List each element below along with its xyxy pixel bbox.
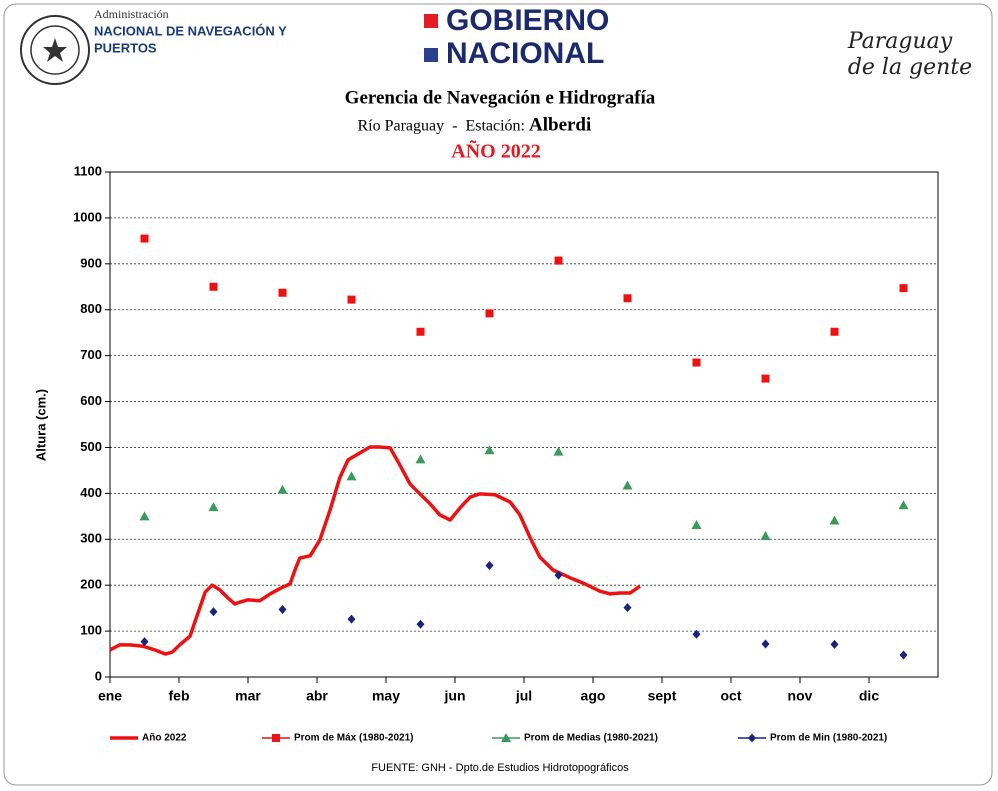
logo (20, 15, 90, 85)
chart-title: Gerencia de Navegación e Hidrografía (345, 87, 656, 108)
admin-text: PUERTOS (94, 40, 157, 55)
y-tick-label: 600 (80, 393, 102, 408)
marker (208, 502, 219, 512)
y-tick-label: 900 (80, 255, 102, 270)
y-tick-label: 700 (80, 347, 102, 362)
marker (209, 607, 218, 617)
marker (278, 605, 287, 615)
x-tick-label: jun (444, 688, 466, 704)
y-tick-label: 200 (80, 577, 102, 592)
y-tick-label: 0 (95, 668, 102, 683)
marker (760, 531, 771, 541)
marker (485, 560, 494, 570)
x-tick-label: abr (306, 688, 328, 704)
data-line (109, 445, 641, 656)
marker (553, 446, 564, 456)
marker (346, 471, 357, 481)
flag-square (424, 48, 438, 62)
marker (761, 374, 770, 383)
y-tick-label: 100 (80, 623, 102, 638)
marker (415, 454, 426, 464)
marker (140, 234, 149, 243)
station: Alberdi (529, 114, 591, 135)
y-tick-label: 1100 (74, 163, 102, 178)
marker (899, 650, 908, 660)
marker (347, 614, 356, 624)
gov-text: GOBIERNO (446, 4, 609, 37)
gov-text: NACIONAL (446, 37, 604, 70)
year-title: AÑO 2022 (451, 140, 540, 163)
marker (691, 520, 702, 530)
marker (748, 733, 756, 743)
marker (829, 515, 840, 525)
marker (554, 256, 563, 265)
x-tick-label: jul (515, 688, 532, 704)
marker (209, 282, 218, 291)
marker (140, 637, 149, 647)
x-tick-label: oct (721, 688, 742, 704)
marker (485, 309, 494, 318)
x-tick-label: dic (859, 688, 879, 704)
frame (3, 3, 993, 786)
marker (484, 445, 495, 455)
marker (416, 327, 425, 336)
slogan: Paraguay (847, 29, 953, 54)
marker (761, 639, 770, 649)
marker (416, 619, 425, 629)
legend-label: Prom de Min (1980-2021) (770, 733, 887, 744)
marker (347, 295, 356, 304)
y-tick-label: 800 (80, 301, 102, 316)
y-tick-label: 500 (80, 439, 102, 454)
x-tick-label: may (372, 688, 400, 704)
y-tick-label: 400 (80, 485, 102, 500)
marker (623, 603, 632, 613)
legend-label: Año 2022 (142, 733, 187, 744)
marker (623, 294, 632, 303)
legend-label: Prom de Medias (1980-2021) (524, 733, 658, 744)
marker (501, 733, 511, 742)
marker (278, 288, 287, 297)
marker (830, 327, 839, 336)
marker (830, 639, 839, 649)
marker (139, 511, 150, 521)
legend-label: Prom de Máx (1980-2021) (294, 733, 414, 744)
marker (622, 480, 633, 490)
station-prefix: Río Paraguay - Estación: (357, 118, 525, 135)
admin-text: Administración (94, 7, 169, 21)
x-tick-label: feb (169, 688, 190, 704)
x-tick-label: sept (648, 688, 677, 704)
flag-square (424, 14, 438, 28)
marker (899, 284, 908, 293)
source: FUENTE: GNH - Dpto.de Estudios Hidrotopo… (371, 762, 629, 774)
x-tick-label: mar (235, 688, 261, 704)
marker (692, 358, 701, 367)
marker (692, 629, 701, 639)
marker (277, 484, 288, 494)
x-tick-label: ago (581, 688, 606, 704)
slogan: de la gente (848, 55, 972, 80)
y-tick-label: 1000 (73, 209, 102, 224)
admin-text: NACIONAL DE NAVEGACIÓN Y (94, 23, 287, 38)
marker (272, 734, 280, 742)
marker (898, 500, 909, 510)
y-tick-label: 300 (80, 531, 102, 546)
x-tick-label: nov (788, 688, 813, 704)
marker (554, 570, 563, 580)
x-tick-label: ene (98, 688, 122, 704)
y-axis-label: Altura (cm.) (33, 389, 48, 461)
